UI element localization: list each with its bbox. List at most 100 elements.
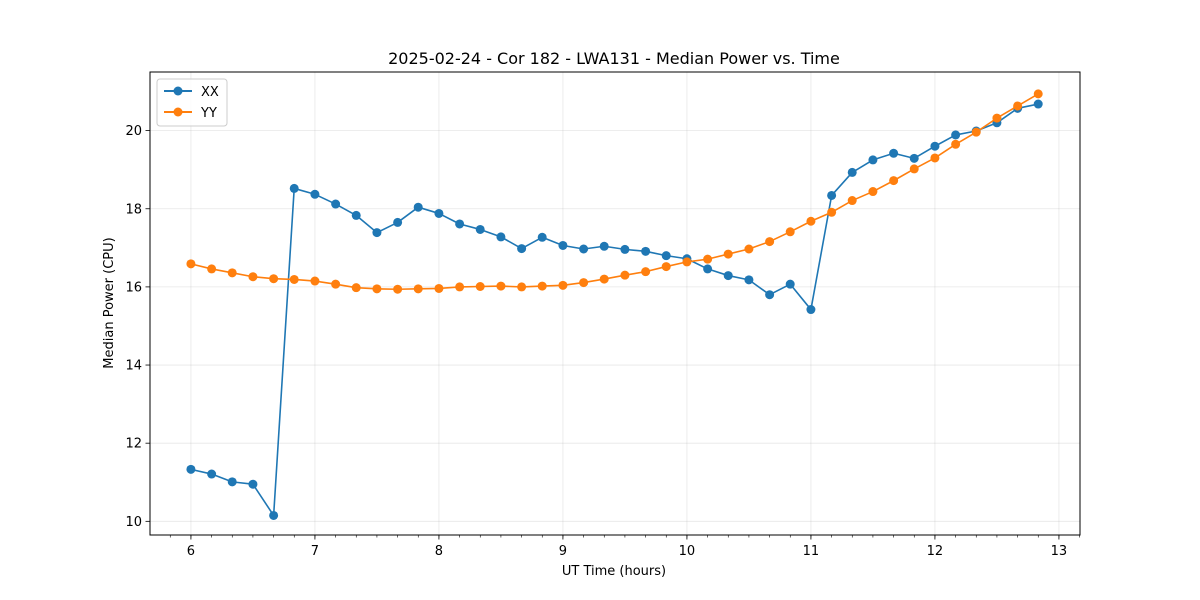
data-point-yy [1033, 89, 1043, 99]
data-point-yy [620, 270, 630, 280]
grid [150, 72, 1080, 535]
data-point-yy [992, 113, 1002, 123]
data-point-xx [868, 155, 878, 165]
data-point-xx [827, 190, 837, 200]
data-point-xx [517, 244, 527, 254]
data-point-yy [889, 176, 899, 186]
legend-marker-yy [173, 107, 183, 117]
y-tick-label: 10 [125, 515, 142, 530]
data-point-yy [971, 127, 981, 137]
x-tick-label: 13 [1051, 544, 1068, 559]
data-point-xx [785, 279, 795, 289]
data-point-yy [207, 264, 217, 274]
x-tick-label: 8 [435, 544, 443, 559]
data-point-xx [207, 469, 217, 479]
data-point-yy [765, 237, 775, 247]
data-point-xx [703, 264, 713, 274]
data-point-yy [847, 196, 857, 206]
data-point-xx [537, 232, 547, 242]
series-yy [186, 89, 1043, 294]
data-point-yy [951, 139, 961, 149]
data-point-xx [496, 232, 506, 242]
data-point-xx [475, 224, 485, 234]
data-point-xx [723, 271, 733, 281]
x-tick-label: 10 [679, 544, 696, 559]
series-group [186, 89, 1043, 520]
data-point-xx [620, 244, 630, 254]
data-point-yy [269, 274, 279, 284]
data-point-yy [703, 254, 713, 264]
legend-marker-xx [173, 86, 183, 96]
data-point-xx [310, 189, 320, 199]
data-point-xx [847, 167, 857, 177]
data-point-xx [289, 183, 299, 193]
data-point-yy [248, 272, 258, 282]
data-point-yy [331, 279, 341, 289]
data-point-yy [227, 268, 237, 278]
data-point-yy [599, 274, 609, 284]
data-point-xx [455, 219, 465, 229]
data-point-yy [1013, 101, 1023, 111]
data-point-xx [558, 240, 568, 250]
data-point-yy [641, 267, 651, 277]
y-axis-title: Median Power (CPU) [102, 237, 117, 368]
data-point-xx [186, 464, 196, 474]
data-point-yy [475, 282, 485, 292]
data-point-xx [930, 141, 940, 151]
x-tick-label: 9 [559, 544, 567, 559]
data-point-yy [186, 259, 196, 269]
y-tick-label: 12 [125, 437, 142, 452]
data-point-xx [579, 244, 589, 254]
data-point-xx [269, 510, 279, 520]
data-point-yy [827, 207, 837, 217]
data-point-yy [930, 153, 940, 163]
data-point-xx [806, 305, 816, 315]
data-point-xx [227, 477, 237, 487]
data-point-yy [496, 281, 506, 291]
chart-title: 2025-02-24 - Cor 182 - LWA131 - Median P… [388, 49, 840, 68]
data-point-xx [393, 217, 403, 227]
plot-frame [149, 71, 1081, 536]
data-point-xx [951, 130, 961, 140]
data-point-yy [537, 281, 547, 291]
legend: XX YY [156, 78, 228, 127]
data-point-xx [661, 251, 671, 261]
data-point-yy [579, 278, 589, 288]
y-tick-label: 20 [125, 124, 142, 139]
x-axis-title: UT Time (hours) [562, 564, 666, 579]
data-point-xx [434, 208, 444, 218]
data-point-xx [372, 228, 382, 238]
data-point-xx [889, 148, 899, 158]
data-point-yy [517, 282, 527, 292]
data-point-yy [351, 283, 361, 293]
x-tick-label: 12 [927, 544, 944, 559]
data-point-yy [289, 274, 299, 284]
data-point-yy [372, 284, 382, 294]
data-point-xx [641, 246, 651, 256]
data-point-xx [744, 275, 754, 285]
y-tick-label: 18 [125, 202, 142, 217]
y-tick-label: 16 [125, 280, 142, 295]
legend-label-yy: YY [200, 106, 217, 121]
x-tick-label: 11 [803, 544, 820, 559]
data-point-xx [599, 241, 609, 251]
data-point-xx [413, 202, 423, 212]
data-point-yy [558, 280, 568, 290]
x-tick-label: 7 [311, 544, 319, 559]
data-point-xx [248, 479, 258, 489]
data-point-yy [661, 262, 671, 272]
data-point-yy [393, 284, 403, 294]
ticks: 6 7 8 9 10 11 12 13 10 12 14 16 18 20 [125, 124, 1080, 559]
data-point-yy [434, 283, 444, 293]
data-point-yy [744, 244, 754, 254]
y-tick-label: 14 [125, 359, 142, 374]
data-point-xx [351, 210, 361, 220]
data-point-yy [682, 257, 692, 267]
data-point-yy [785, 227, 795, 237]
data-point-yy [868, 187, 878, 197]
data-point-yy [909, 164, 919, 174]
x-tick-label: 6 [187, 544, 195, 559]
data-point-xx [1033, 99, 1043, 109]
data-point-xx [909, 153, 919, 163]
